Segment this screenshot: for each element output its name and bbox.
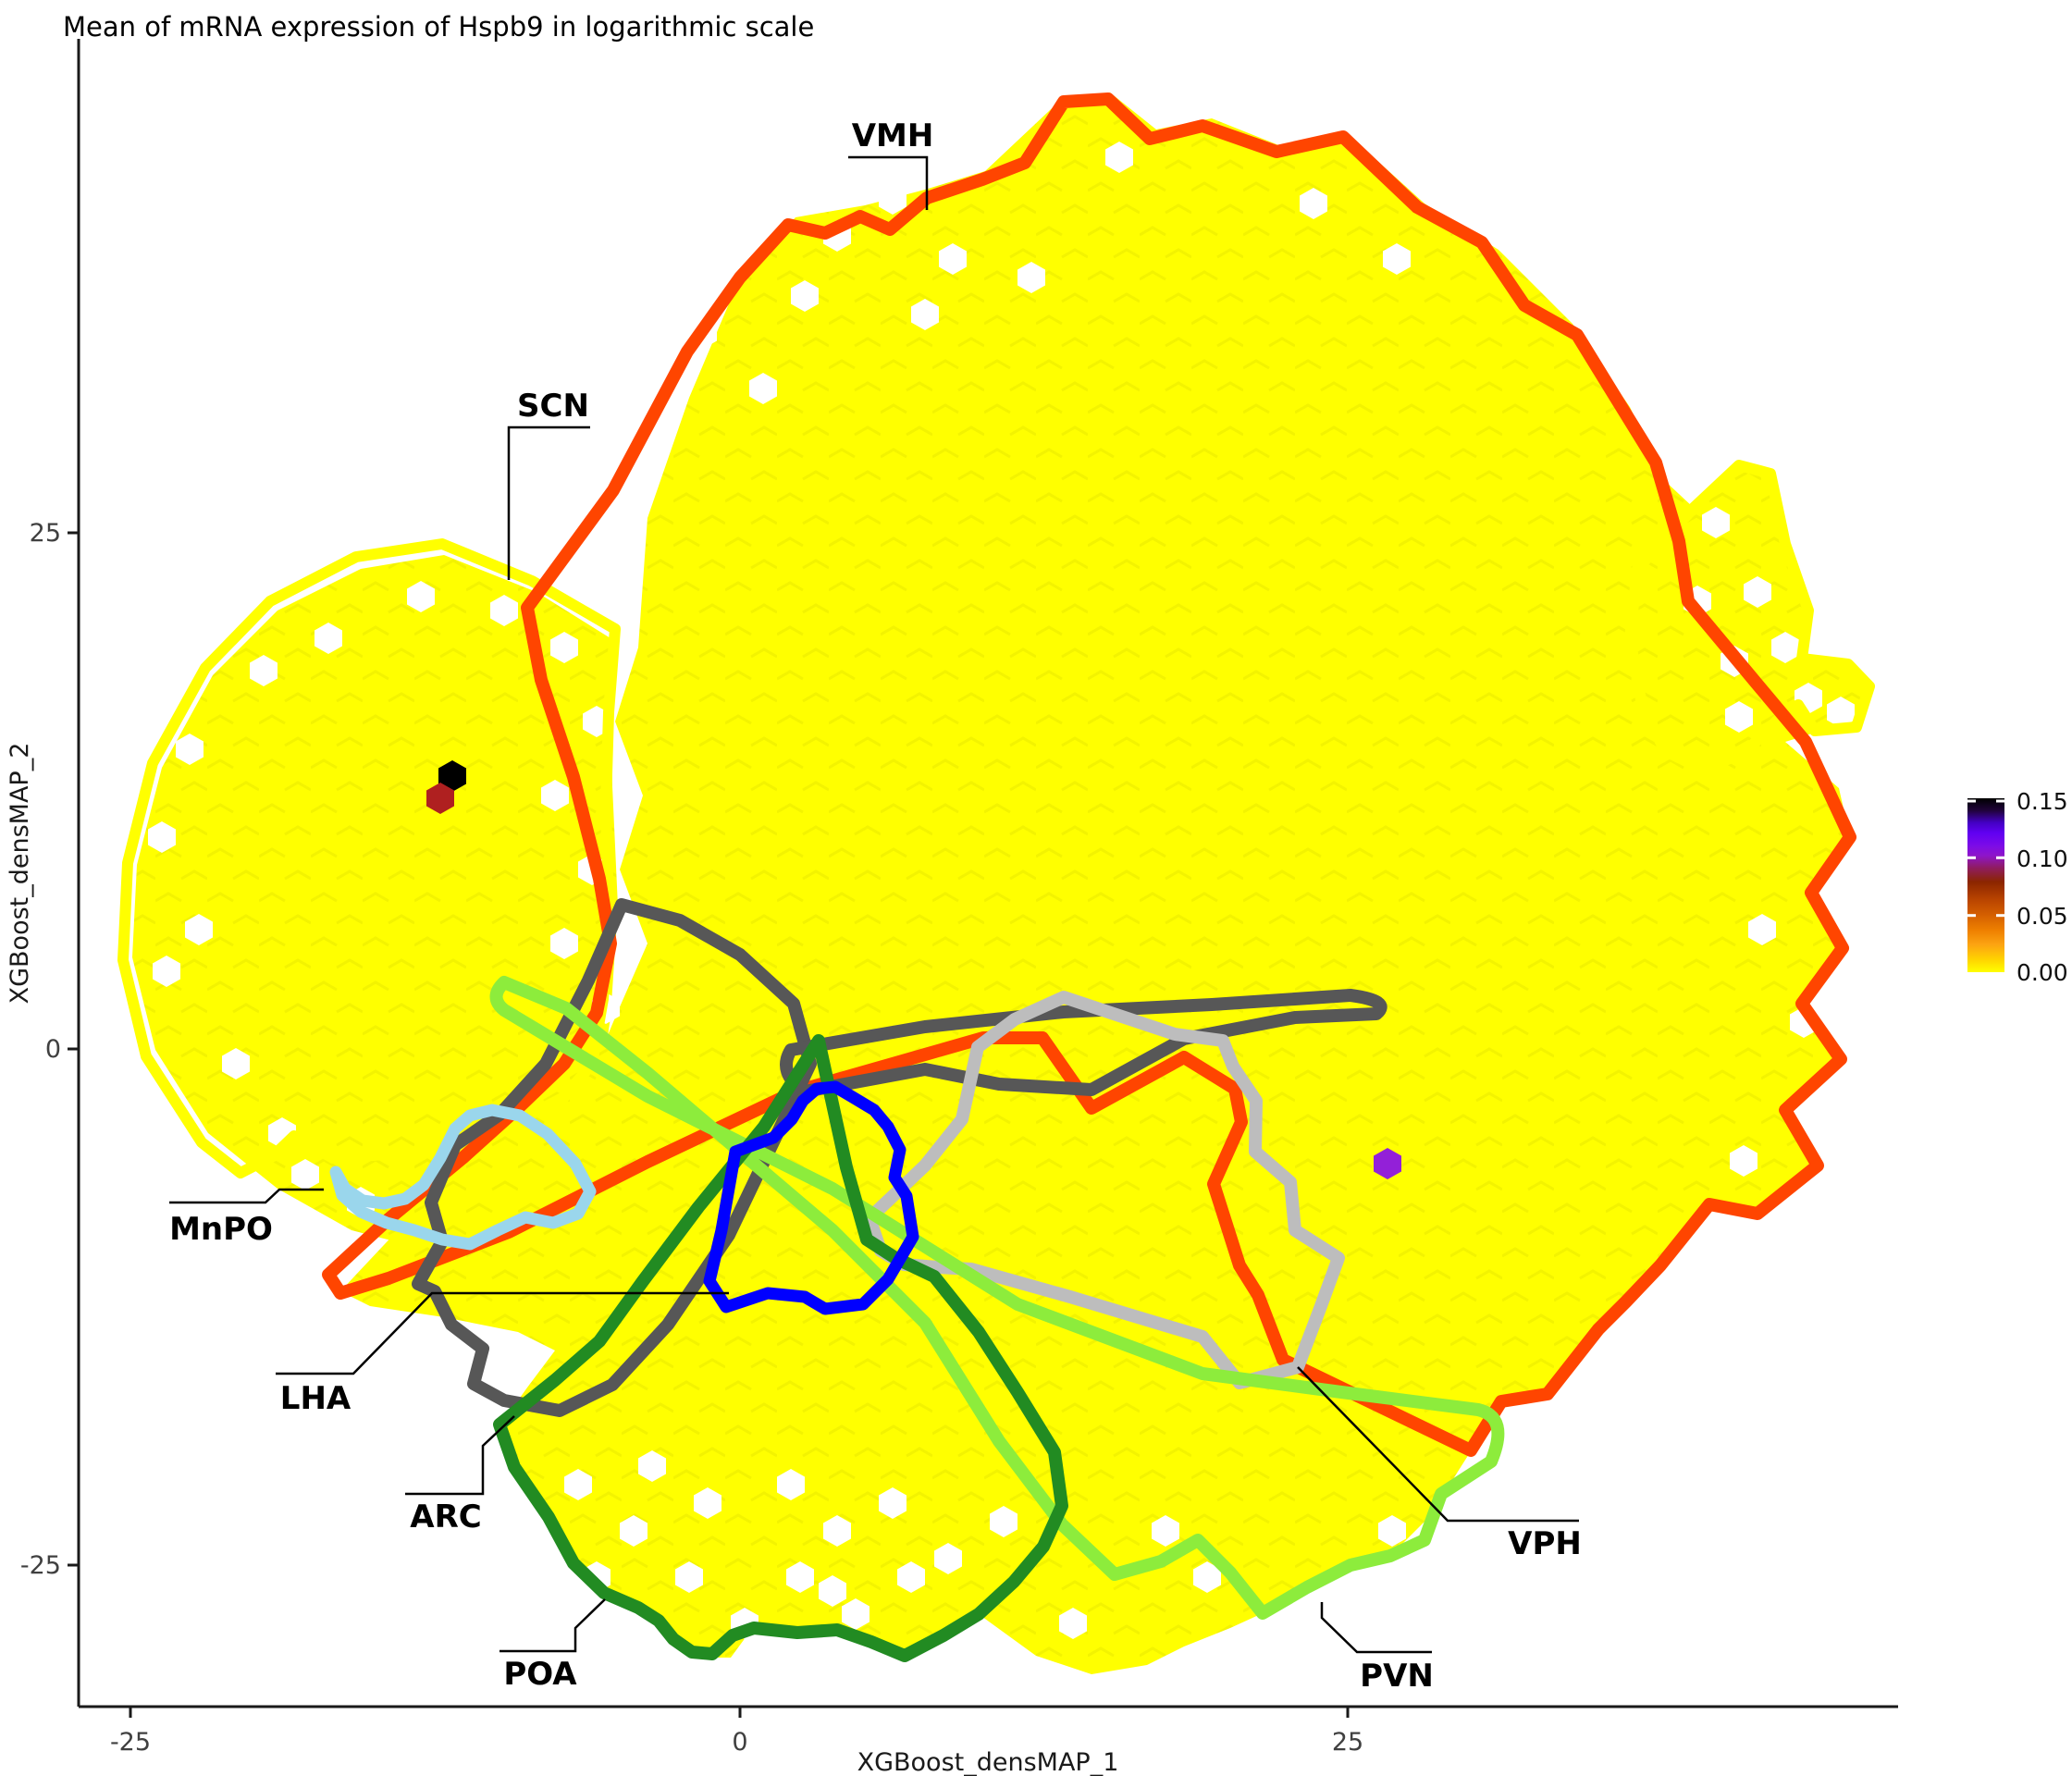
leader-vmh [848, 155, 929, 210]
contour-poa-darkgreen [493, 1034, 1068, 1662]
leader-lha [276, 1291, 729, 1375]
colorbar-gradient [1967, 798, 2004, 972]
y-tick-neg25: -25 [20, 1551, 61, 1580]
colorbar-legend: 0.15 0.10 0.05 0.00 [1967, 788, 2068, 986]
x-tick-neg25: -25 [110, 1728, 151, 1757]
hexbin-main-blob [340, 92, 1870, 1674]
region-label-mnpo: MnPO [169, 1211, 273, 1248]
y-tick-25: 25 [30, 519, 61, 548]
y-tick-0: 0 [45, 1035, 61, 1064]
region-label-scn: SCN [517, 388, 589, 425]
region-label-pvn: PVN [1360, 1658, 1434, 1695]
contour-vph-silver [863, 991, 1345, 1389]
contour-lha-gray-capsule [780, 989, 1388, 1098]
x-axis-title: XGBoost_densMAP_1 [857, 1748, 1119, 1776]
legend-tick-010: 0.10 [2016, 845, 2068, 872]
contour-pvn-lightgreen [489, 976, 1505, 1620]
region-label-lha: LHA [280, 1380, 352, 1417]
region-label-arc: ARC [410, 1498, 481, 1536]
hexbin-left-cluster [132, 555, 618, 1247]
legend-tick-005: 0.05 [2016, 903, 2068, 930]
region-label-poa: POA [503, 1656, 577, 1693]
contour-mnpo-lightblue [329, 1104, 597, 1251]
region-label-vmh: VMH [852, 117, 934, 154]
x-tick-25: 25 [1332, 1728, 1363, 1757]
leader-mnpo [169, 1188, 324, 1204]
contour-vmh-scn-red [322, 92, 1856, 1457]
axes-frame [68, 39, 1898, 1718]
leader-vph [1297, 1366, 1579, 1523]
label-leader-lines [169, 155, 1579, 1654]
leader-poa [500, 1598, 606, 1653]
x-tick-0: 0 [732, 1728, 747, 1757]
leader-pvn [1320, 1602, 1432, 1654]
figure-title: Mean of mRNA expression of Hspb9 in loga… [63, 11, 815, 43]
contour-arc-blue [703, 1080, 919, 1315]
contour-right-lobe-yellow [1624, 460, 1875, 775]
legend-tick-015: 0.15 [2016, 788, 2068, 815]
legend-tick-000: 0.00 [2016, 959, 2068, 986]
y-axis-title: XGBoost_densMAP_2 [6, 743, 34, 1005]
leader-scn [507, 426, 590, 580]
region-label-vph: VPH [1508, 1525, 1582, 1562]
leader-arc [405, 1415, 515, 1496]
